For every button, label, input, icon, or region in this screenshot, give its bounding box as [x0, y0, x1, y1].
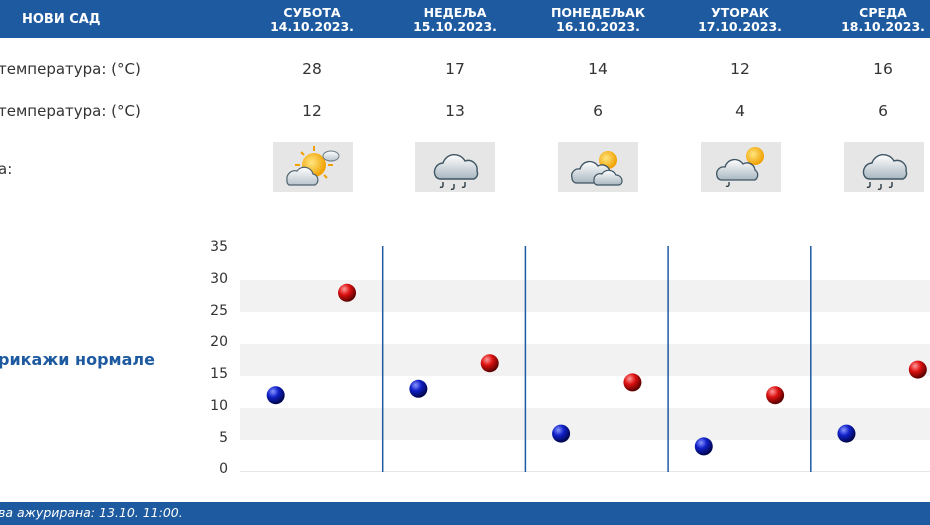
last-updated-text: ва ажурирана: 13.10. 11:00. — [0, 505, 183, 520]
max-temp-point — [908, 360, 927, 379]
cloud-sun-drizzle-icon — [701, 142, 781, 192]
day-date: 15.10.2023. — [413, 19, 497, 34]
max-temp-value: 14 — [588, 60, 608, 78]
day-name: ПОНЕДЕЉАК — [550, 5, 646, 20]
day-name: СУБОТА — [283, 5, 341, 20]
cloud-sun-icon — [558, 142, 638, 192]
day-header-1: СУБОТА 14.10.2023. — [242, 6, 382, 34]
min-temp-value: 4 — [735, 102, 745, 120]
min-temp-point — [552, 424, 571, 443]
max-temp-point — [338, 283, 357, 302]
day-date: 14.10.2023. — [270, 19, 354, 34]
min-temp-value: 13 — [445, 102, 465, 120]
forecast-header: НОВИ САД СУБОТА 14.10.2023. НЕДЕЉА 15.10… — [0, 0, 930, 38]
y-tick-label: 10 — [210, 398, 228, 414]
day-date: 17.10.2023. — [698, 19, 782, 34]
sun-cloud-icon — [273, 142, 353, 192]
day-date: 18.10.2023. — [841, 19, 925, 34]
day-header-4: УТОРАК 17.10.2023. — [670, 6, 810, 34]
max-temp-value: 17 — [445, 60, 465, 78]
min-temp-label: температура: (°C) — [0, 102, 141, 120]
y-tick-label: 0 — [219, 461, 228, 477]
show-normals-link[interactable]: рикажи нормале — [0, 350, 155, 369]
max-temp-point — [623, 373, 642, 392]
y-tick-label: 20 — [210, 334, 228, 350]
min-temp-value: 6 — [593, 102, 603, 120]
day-name: НЕДЕЉА — [423, 5, 487, 20]
min-temp-point — [694, 437, 713, 456]
min-temp-value: 12 — [302, 102, 322, 120]
footer-bar: ва ажурирана: 13.10. 11:00. — [0, 502, 930, 525]
temperature-chart — [240, 246, 930, 472]
y-tick-label: 5 — [219, 430, 228, 446]
grid-band — [240, 408, 930, 440]
day-date: 16.10.2023. — [556, 19, 640, 34]
y-tick-label: 30 — [210, 271, 228, 287]
y-tick-label: 15 — [210, 366, 228, 382]
min-temp-point — [409, 379, 428, 398]
min-temp-value: 6 — [878, 102, 888, 120]
y-tick-label: 35 — [210, 239, 228, 255]
day-header-5: СРЕДА 18.10.2023. — [813, 6, 930, 34]
rain-cloud-icon — [415, 142, 495, 192]
y-tick-label: 25 — [210, 303, 228, 319]
max-temp-value: 12 — [730, 60, 750, 78]
day-name: УТОРАК — [711, 5, 769, 20]
max-temp-value: 28 — [302, 60, 322, 78]
grid-band — [240, 344, 930, 376]
max-temp-point — [766, 386, 785, 405]
day-header-3: ПОНЕДЕЉАК 16.10.2023. — [528, 6, 668, 34]
weather-label: а: — [0, 160, 13, 178]
max-temp-label: температура: (°C) — [0, 60, 141, 78]
city-name: НОВИ САД — [22, 12, 101, 27]
rain-cloud-icon — [844, 142, 924, 192]
day-name: СРЕДА — [859, 5, 907, 20]
min-temp-point — [266, 386, 285, 405]
min-temp-point — [837, 424, 856, 443]
max-temp-value: 16 — [873, 60, 893, 78]
day-header-2: НЕДЕЉА 15.10.2023. — [385, 6, 525, 34]
max-temp-point — [480, 354, 499, 373]
